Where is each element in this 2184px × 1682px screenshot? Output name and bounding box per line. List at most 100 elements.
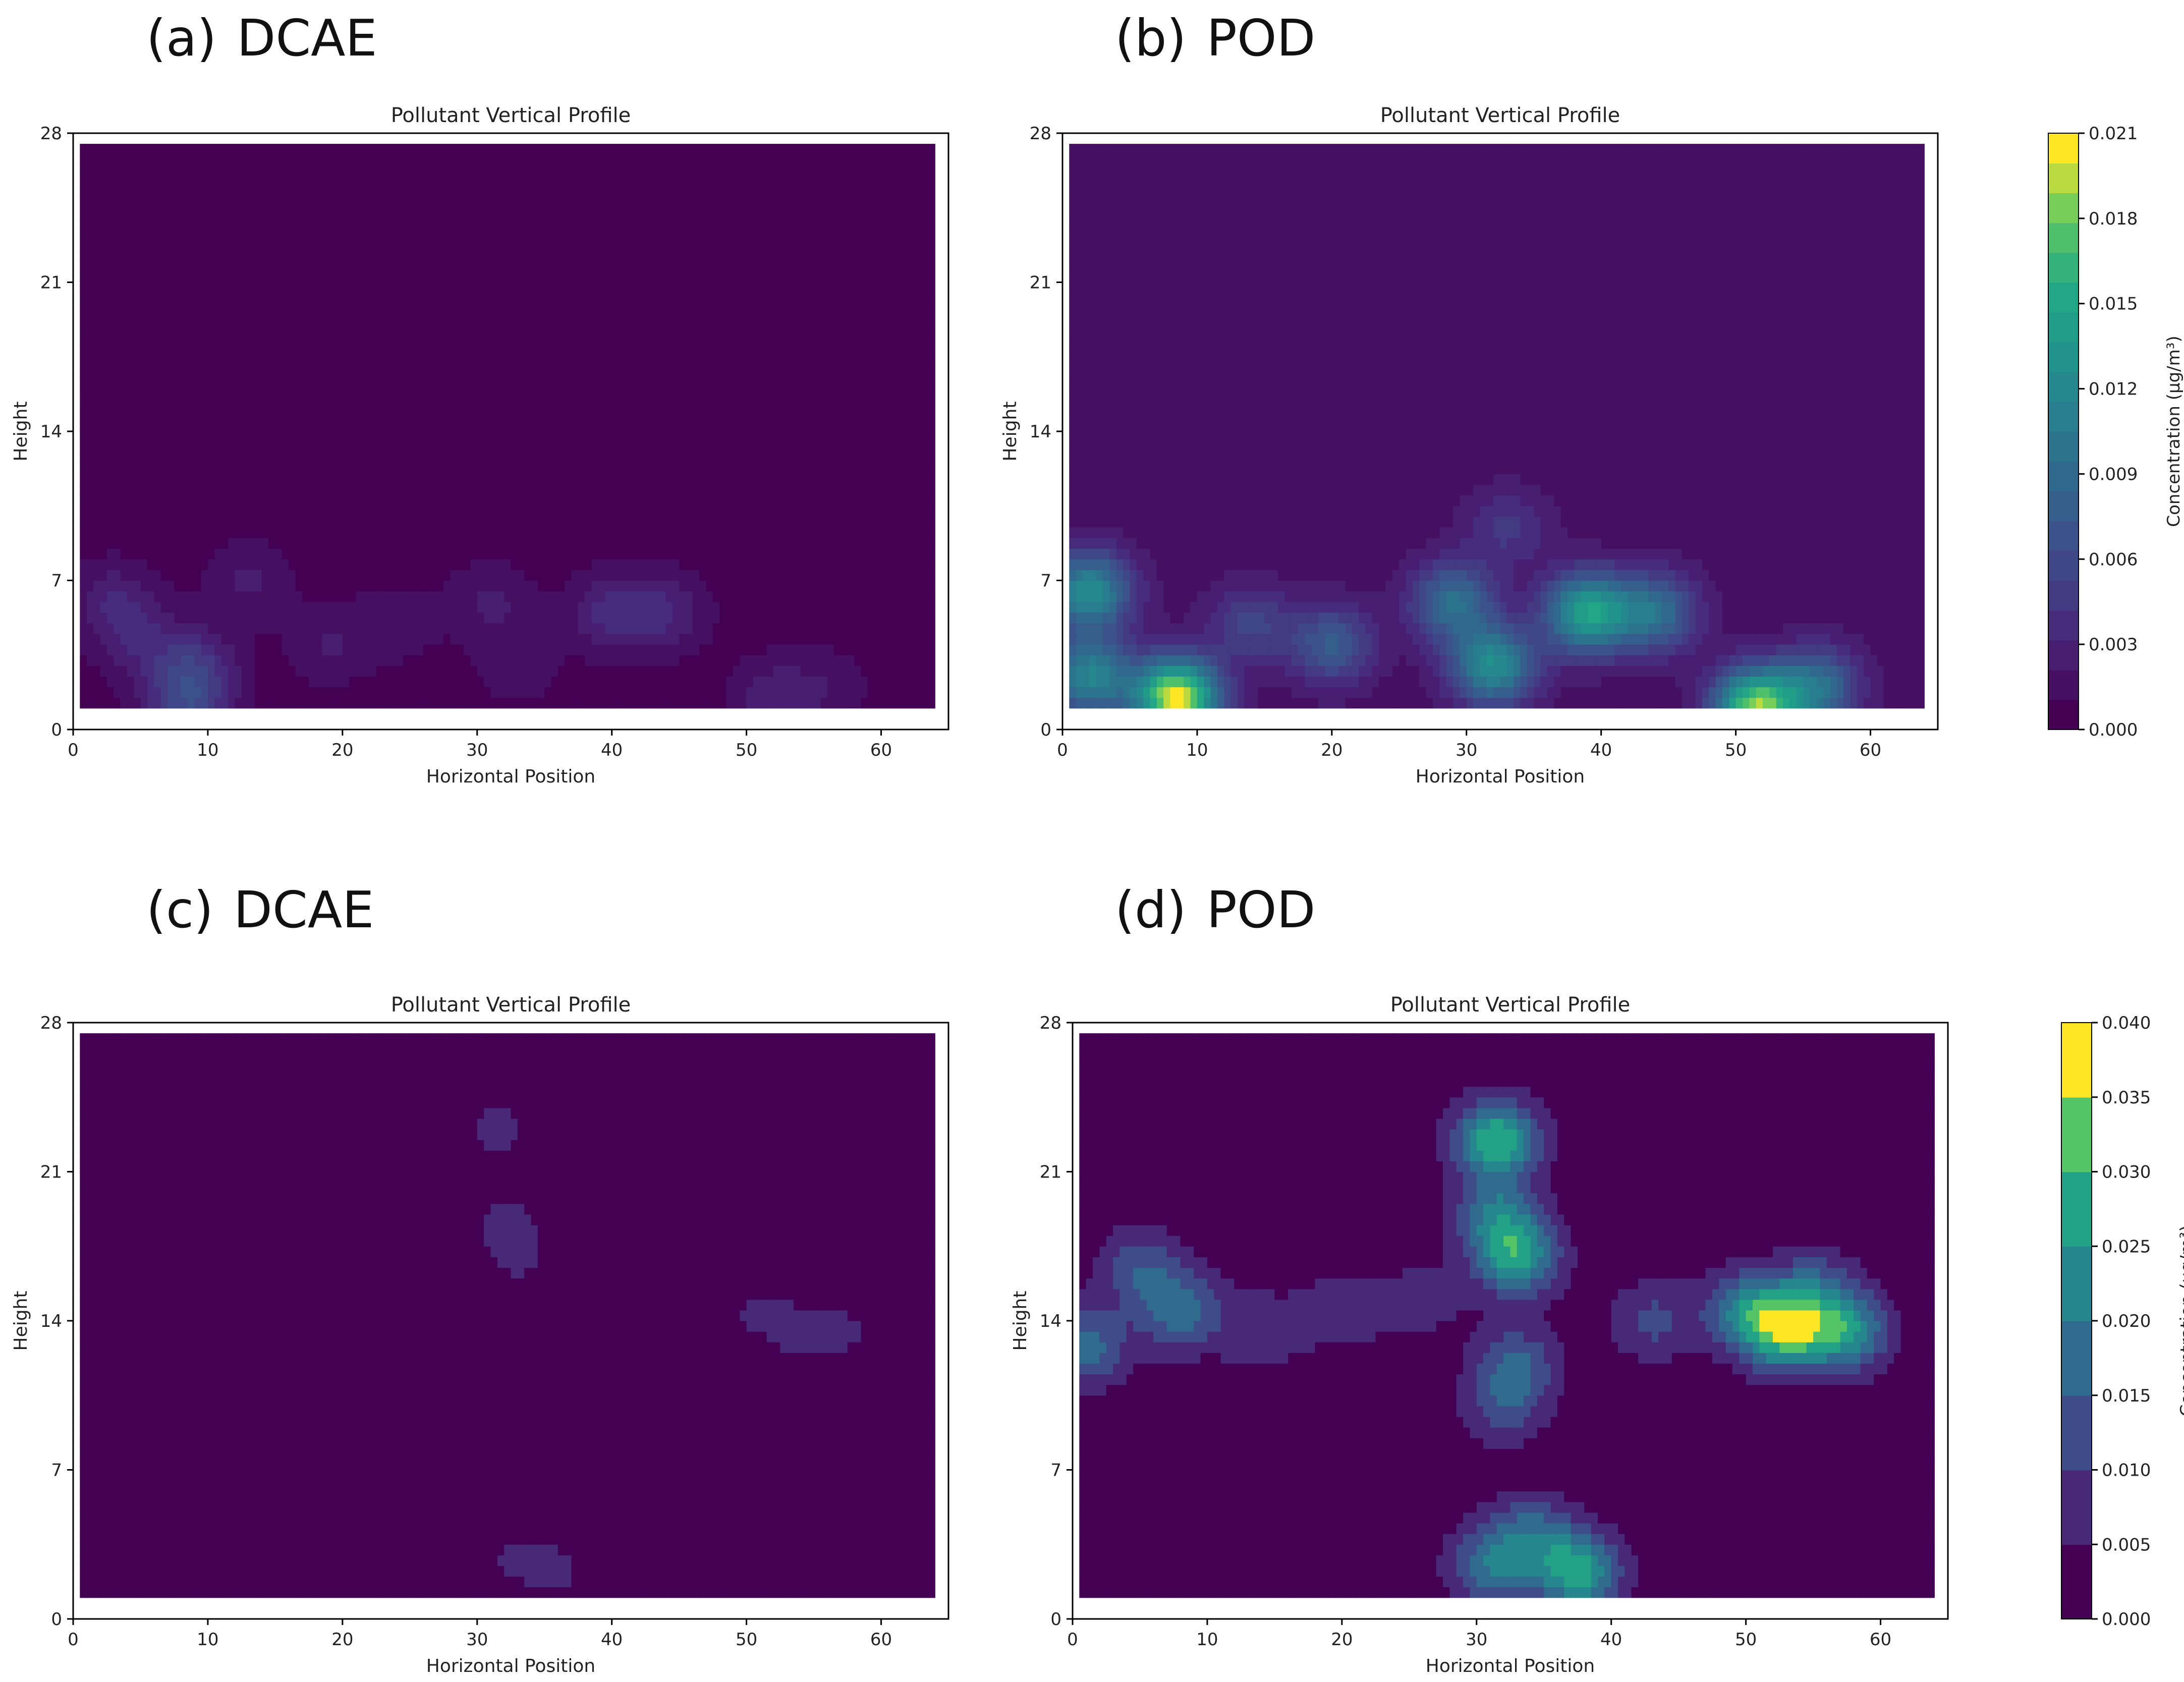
field-cell [127,367,134,378]
field-cell [255,378,262,389]
field-cell [585,623,592,634]
field-cell [908,474,915,485]
field-cell [497,612,505,624]
field-cell [201,517,208,528]
field-cell [93,644,100,655]
field-cell [787,655,794,666]
field-cell [417,442,424,453]
field-cell [134,548,141,559]
field-cell [760,389,767,400]
field-cell [302,634,309,645]
field-cell [87,517,94,528]
field-cell [389,400,397,411]
field-cell [282,400,289,411]
field-cell [376,602,383,613]
field-cell [894,687,902,698]
field-cell [141,463,148,474]
field-cell [673,442,680,453]
field-cell [369,602,376,613]
field-cell [376,485,383,496]
field-cell [154,453,161,464]
field-cell [443,400,451,411]
field-cell [484,623,491,634]
field-cell [336,357,343,368]
field-cell [161,506,168,517]
field-cell [208,677,215,688]
field-cell [369,581,376,592]
field-cell [147,602,154,613]
field-cell [679,517,686,528]
field-cell [389,677,397,688]
field-cell [605,495,612,507]
field-cell [343,591,350,602]
field-cell [538,655,545,666]
field-cell [760,474,767,485]
field-cell [841,400,848,411]
field-cell [134,431,141,442]
field-cell [693,623,700,634]
field-cell [740,677,747,688]
field-cell [834,495,841,507]
field-cell [228,634,235,645]
field-cell [93,581,100,592]
field-cell [214,527,221,538]
field-cell [713,442,720,453]
field-cell [430,378,437,389]
field-cell [201,570,208,581]
field-cell [592,495,599,507]
field-cell [612,367,619,378]
field-cell [659,474,666,485]
field-cell [295,431,302,442]
field-cell [167,367,175,378]
field-cell [147,570,154,581]
field-cell [706,463,713,474]
field-cell [928,570,935,581]
field-cell [443,634,451,645]
field-cell [430,634,437,645]
field-cell [295,357,302,368]
field-cell [612,517,619,528]
field-cell [834,389,841,400]
field-cell [114,538,121,549]
field-cell [221,634,229,645]
field-cell [504,346,511,357]
field-cell [208,346,215,357]
field-cell [484,687,491,698]
field-cell [814,644,821,655]
field-cell [93,389,100,400]
field-cell [295,591,302,602]
field-cell [383,346,390,357]
field-cell [733,591,740,602]
field-cell [80,495,87,507]
field-cell [248,442,255,453]
field-cell [719,559,726,570]
field-cell [767,570,774,581]
field-cell [336,559,343,570]
field-cell [403,548,410,559]
field-cell [733,634,740,645]
field-cell [524,410,531,421]
field-cell [430,442,437,453]
field-cell [497,591,505,602]
field-cell [343,357,350,368]
field-cell [518,570,525,581]
field-cell [713,581,720,592]
field-cell [114,698,121,709]
field-cell [403,495,410,507]
field-cell [282,570,289,581]
field-cell [881,548,888,559]
field-cell [417,602,424,613]
field-cell [383,665,390,677]
field-cell [107,325,114,336]
field-cell [740,442,747,453]
field-cell [268,335,275,347]
field-cell [417,421,424,432]
field-cell [443,687,451,698]
field-cell [443,442,451,453]
field-cell [208,485,215,496]
field-cell [652,367,659,378]
field-cell [922,612,929,624]
field-cell [531,378,538,389]
field-cell [747,677,754,688]
field-cell [686,634,693,645]
